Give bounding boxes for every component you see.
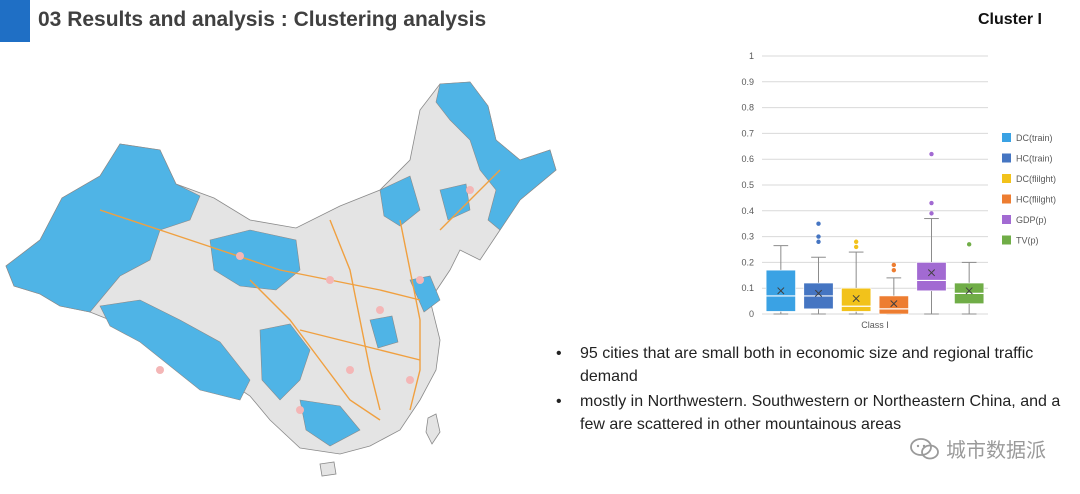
cluster-region-qinghai [209,229,301,291]
legend-label: DC(flilght) [1016,174,1056,184]
mean-marker [965,287,973,295]
legend-label: GDP(p) [1016,215,1047,225]
mean-marker [777,287,785,295]
outlier-point [891,262,897,268]
outlier-point [929,200,934,206]
y-tick-label: 1 [749,51,754,61]
legend-swatch [1002,235,1011,245]
outlier-point [966,242,972,247]
outlier-point [853,239,859,244]
legend-label: HC(train) [1016,154,1053,164]
box-GDP(p) [916,262,947,292]
cluster-region-inner-mongolia [379,175,421,227]
legend-swatch [1002,153,1011,163]
cluster-regions [5,81,557,447]
y-tick-label: 0.8 [741,103,754,113]
cluster-region-southwest [259,323,311,401]
y-tick-label: 0.2 [741,257,754,267]
y-tick-label: 0.9 [741,77,754,87]
railway-lines [99,169,501,421]
bullet-text: 95 cities that are small both in economi… [580,345,1034,385]
y-tick-label: 0.5 [741,180,754,190]
x-axis-label: Class I [861,320,889,330]
outlier-point [853,244,859,250]
wechat-icon [910,437,939,459]
china-map-svg [5,81,557,477]
cluster-region-northwest [5,143,201,313]
legend-label: TV(p) [1016,236,1039,246]
y-tick-label: 0.7 [741,128,754,138]
box-DC(flilght) [841,287,872,312]
cluster-region-tibet [99,299,251,401]
cluster-region-north [439,183,471,221]
outlier-point [929,211,934,216]
box-HC(flilght) [878,295,909,315]
outlier-point [929,151,934,157]
y-tick-label: 0.1 [741,283,754,293]
mean-marker [814,289,823,297]
bullet-list: • 95 cities that are small both in econom… [552,342,1072,438]
y-tick-label: 0.3 [741,232,754,242]
outlier-point [891,267,897,273]
legend-swatch [1002,194,1011,204]
mean-marker [927,269,936,277]
legend-swatch [1002,133,1011,142]
cluster-region-northeast [435,81,557,231]
y-tick-label: 0 [749,309,754,319]
outlier-point [816,221,821,226]
bullet-item: • mostly in Northwestern. Southwestern or… [556,393,1061,433]
legend-label: DC(train) [1016,133,1053,143]
y-tick-label: 0.4 [741,206,754,216]
watermark-text: 城市数据派 [946,440,1046,462]
legend-swatch [1002,215,1011,224]
mean-marker [852,294,860,303]
legend-label: HC(flilght) [1016,195,1056,205]
outlier-point [816,234,821,239]
map-taiwan [425,413,441,445]
y-tick-label: 0.6 [741,154,754,164]
bullet-text: mostly in Northwestern. Southwestern or … [580,393,1061,433]
watermark: 城市数据派 [910,434,1046,463]
city-markers [156,186,474,414]
china-cluster-map [0,80,560,480]
boxplot-svg: 0 0.1 0.2 0.3 0.4 0.5 0.6 0.7 0.8 0.9 1 Class I DC(t… [741,51,1056,330]
mean-marker [890,300,898,308]
title-accent-bar [0,0,30,42]
cluster-region-east [409,275,441,313]
bullet-item: • 95 cities that are small both in econom… [556,345,1034,385]
map-hainan [319,461,337,477]
boxplot-chart: 0 0.1 0.2 0.3 0.4 0.5 0.6 0.7 0.8 0.9 1 Class I DC(t… [726,44,1076,344]
outlier-point [816,239,821,244]
cluster-region-south [299,399,361,447]
cluster-region-central [369,315,399,349]
cluster-label: Cluster I [977,11,1042,28]
legend-swatch [1002,174,1011,183]
slide-title: 03 Results and analysis : Clustering ana… [38,8,487,31]
